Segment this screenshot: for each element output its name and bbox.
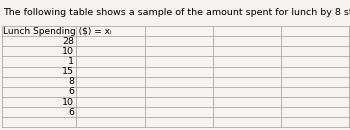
Text: 10: 10 — [62, 98, 74, 107]
Text: 8: 8 — [68, 77, 74, 86]
Text: 1: 1 — [68, 57, 74, 66]
Text: 15: 15 — [62, 67, 74, 76]
Text: 28: 28 — [62, 37, 74, 46]
Text: 6: 6 — [68, 87, 74, 96]
Text: The following table shows a sample of the amount spent for lunch by 8 students: The following table shows a sample of th… — [4, 8, 350, 17]
Text: 6: 6 — [68, 108, 74, 117]
Text: 10: 10 — [62, 47, 74, 56]
Text: Lunch Spending ($) = xᵢ: Lunch Spending ($) = xᵢ — [3, 27, 112, 36]
